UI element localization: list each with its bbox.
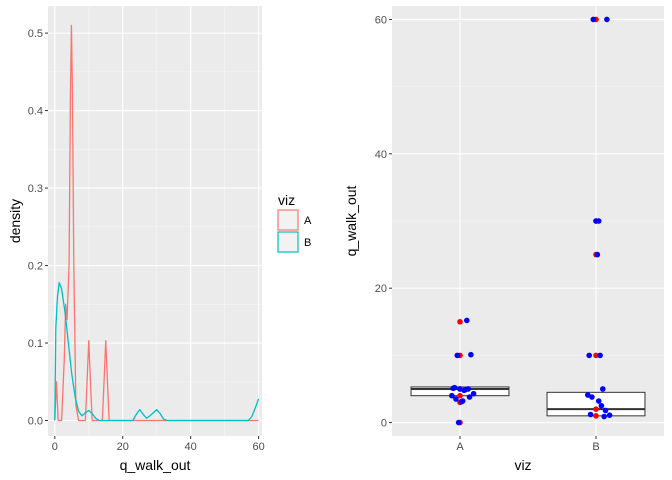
boxplot-point-red [593,413,599,419]
density-x-tick-label: 0 [52,441,58,453]
boxplot-point-blue [598,402,605,409]
boxplot-y-ticks: 0 20 40 60 [375,14,392,430]
density-x-axis-title: q_walk_out [120,457,191,473]
boxplot-point-blue [470,390,477,397]
boxplot-point-blue [464,317,470,324]
boxplot-point-blue [585,392,591,398]
density-panel: 0 20 40 60 0.0 0.1 0.2 0.3 0.4 0.5 q_walk_out de… [7,6,265,473]
boxplot-point-blue [604,16,610,23]
boxplot-point-blue [458,398,465,405]
boxplot-x-tick-label: B [592,441,599,453]
density-y-tick-label: 0.4 [28,106,43,118]
boxplot-x-tick-label: A [456,441,464,453]
legend: viz A B [277,192,312,253]
boxplot-y-axis-title: q_walk_out [343,185,359,256]
boxplot-point-blue [597,352,603,359]
boxplot-point-blue [595,398,602,404]
boxplot-point-blue [455,419,462,426]
density-lines [54,24,260,422]
density-y-tick-label: 0.0 [28,416,43,428]
boxplot-point-blue [454,352,461,359]
boxplot-point-blue [600,386,606,392]
density-x-tick-label: 40 [185,441,197,453]
density-line-b [54,281,260,422]
boxplot-y-tick-label: 0 [381,418,387,430]
density-x-ticks: 0 20 40 60 [52,436,265,453]
density-line-a [54,24,259,422]
boxplot-point-blue [586,352,592,359]
boxplot-point-blue [602,407,609,414]
boxplot-x-axis-title: viz [514,457,531,473]
boxplot-y-tick-label: 20 [375,283,387,295]
density-y-ticks: 0.0 0.1 0.2 0.3 0.4 0.5 [28,28,48,428]
boxplot-point-red [457,392,463,399]
boxplot-point-blue [594,251,601,258]
density-y-tick-label: 0.5 [28,28,43,40]
boxplot-point-blue [606,412,613,418]
density-plot-background [48,6,262,436]
density-y-axis-title: density [7,199,23,243]
legend-key-b [277,231,299,253]
boxplot-point-blue [451,384,458,391]
legend-key-a [277,209,299,231]
legend-title: viz [278,192,295,208]
density-y-tick-label: 0.3 [28,183,43,195]
density-x-tick-label: 20 [117,441,129,453]
boxplot-point-red [593,352,599,359]
boxplot-point-blue [587,411,594,418]
boxplot-point-blue [453,396,459,402]
density-x-tick-label: 60 [252,441,264,453]
boxplot-point-blue [466,394,473,400]
legend-label-a: A [304,215,312,227]
boxplot-point-blue [449,392,455,399]
legend-label-b: B [304,237,311,249]
boxplot-y-tick-label: 60 [375,14,387,26]
boxplot-point-blue [468,351,474,358]
boxplot-grid [392,6,664,436]
boxplot-point-red [457,318,463,325]
density-y-tick-label: 0.2 [28,261,43,273]
boxplot-y-tick-label: 40 [375,149,387,161]
density-y-tick-label: 0.1 [28,338,43,350]
boxplot-box-b [546,391,646,417]
boxplot-point-blue [601,413,607,420]
boxplot-point-blue [595,218,602,224]
boxplot-point-blue [590,16,597,23]
boxplot-points [449,16,613,426]
boxplot-point-blue [465,386,471,392]
boxplot-point-red [593,406,599,412]
